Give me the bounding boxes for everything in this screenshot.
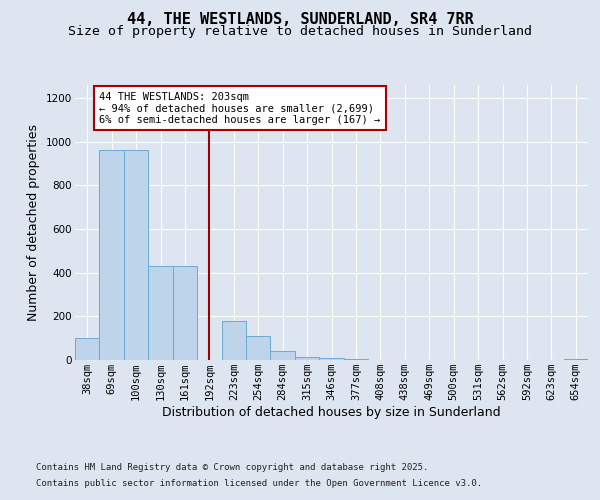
Bar [319, 358, 344, 360]
X-axis label: Distribution of detached houses by size in Sunderland: Distribution of detached houses by size … [162, 406, 501, 419]
Text: 44, THE WESTLANDS, SUNDERLAND, SR4 7RR: 44, THE WESTLANDS, SUNDERLAND, SR4 7RR [127, 12, 473, 28]
Bar [221, 320, 246, 360]
Bar [100, 150, 124, 360]
Text: Size of property relative to detached houses in Sunderland: Size of property relative to detached ho… [68, 25, 532, 38]
Bar [148, 266, 173, 360]
Bar [75, 338, 100, 360]
Y-axis label: Number of detached properties: Number of detached properties [28, 124, 40, 321]
Bar [173, 266, 197, 360]
Text: Contains public sector information licensed under the Open Government Licence v3: Contains public sector information licen… [36, 478, 482, 488]
Bar [563, 359, 588, 360]
Text: 44 THE WESTLANDS: 203sqm
← 94% of detached houses are smaller (2,699)
6% of semi: 44 THE WESTLANDS: 203sqm ← 94% of detach… [100, 92, 380, 124]
Text: Contains HM Land Registry data © Crown copyright and database right 2025.: Contains HM Land Registry data © Crown c… [36, 464, 428, 472]
Bar [344, 359, 368, 360]
Bar [246, 336, 271, 360]
Bar [295, 356, 319, 360]
Bar [124, 150, 148, 360]
Bar [271, 352, 295, 360]
